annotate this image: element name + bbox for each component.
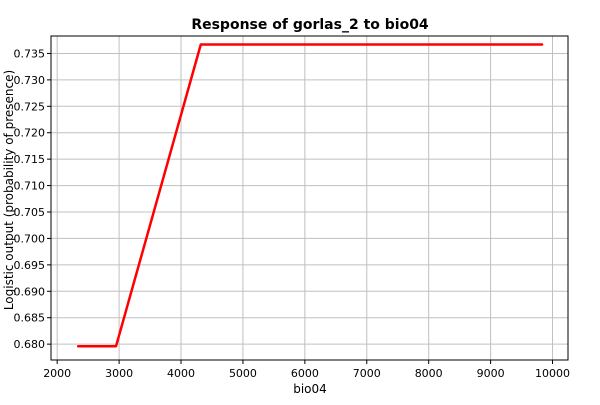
- x-tick-label: 7000: [353, 367, 381, 380]
- y-tick-label: 0.730: [14, 74, 46, 87]
- y-tick-label: 0.705: [14, 206, 46, 219]
- x-tick-label: 4000: [167, 367, 195, 380]
- y-tick-label: 0.690: [14, 285, 46, 298]
- x-axis-label: bio04: [293, 382, 327, 396]
- x-tick-label: 3000: [105, 367, 133, 380]
- y-tick-label: 0.700: [14, 232, 46, 245]
- y-tick-label: 0.680: [14, 338, 46, 351]
- series-layer: [76, 43, 544, 348]
- grid-lines: [51, 36, 568, 360]
- y-tick-label: 0.695: [14, 259, 46, 272]
- x-tick-label: 5000: [229, 367, 257, 380]
- x-tick-label: 2000: [43, 367, 71, 380]
- axes: 2000 3000 4000 5000 6000 7000 8000 9000 10000 0.6…: [14, 47, 571, 380]
- y-tick-label: 0.735: [14, 47, 46, 60]
- x-tick-label: 6000: [291, 367, 319, 380]
- x-tick-label: 8000: [415, 367, 443, 380]
- x-tick-label: 10000: [535, 367, 570, 380]
- x-tick-label: 9000: [477, 367, 505, 380]
- y-tick-label: 0.685: [14, 312, 46, 325]
- y-tick-label: 0.710: [14, 180, 46, 193]
- y-tick-label: 0.725: [14, 100, 46, 113]
- chart-title: Response of gorlas_2 to bio04: [191, 17, 429, 33]
- y-tick-label: 0.720: [14, 127, 46, 140]
- y-axis-label: Logistic output (probability of presence…: [2, 70, 16, 310]
- y-tick-label: 0.715: [14, 153, 46, 166]
- plot-area-frame: [50, 35, 569, 361]
- response-line: [76, 43, 544, 348]
